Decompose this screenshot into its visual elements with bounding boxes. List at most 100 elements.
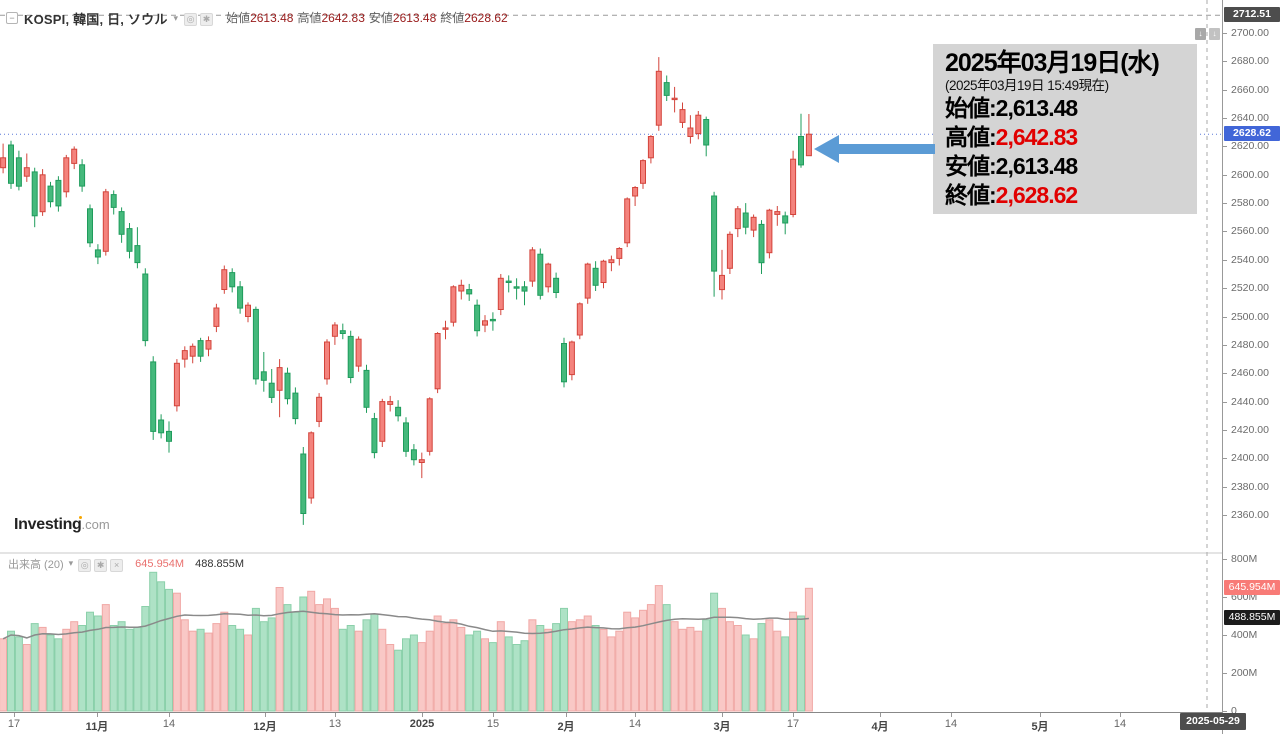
volume-axis-label: 0 (1231, 705, 1237, 717)
volume-bar (228, 625, 237, 712)
time-tick (422, 713, 423, 717)
time-axis-label: 17 (7, 718, 21, 730)
candle-body (679, 109, 686, 123)
volume-bar (354, 630, 363, 712)
candle-body (213, 307, 220, 327)
volume-bar (394, 649, 403, 712)
volume-bar (251, 607, 260, 712)
candle-body (379, 401, 386, 442)
volume-bar (639, 609, 647, 712)
price-axis-label: 2680.00 (1231, 55, 1269, 67)
volume-bar (30, 623, 39, 712)
collapse-icon[interactable]: − (6, 12, 18, 24)
candle-body (647, 136, 654, 159)
price-axis-label: 2640.00 (1231, 112, 1269, 124)
volume-bar (346, 625, 355, 712)
volume-bar (338, 628, 347, 712)
volume-bar (567, 621, 576, 712)
time-tick (566, 713, 567, 717)
volume-bar (283, 604, 292, 712)
volume-bar (54, 638, 63, 712)
chevron-down-icon[interactable]: ▾ (68, 558, 74, 568)
candle-body (632, 187, 639, 197)
candle-body (426, 398, 433, 452)
candle-body (505, 280, 512, 284)
time-tick (793, 713, 794, 717)
quote-date-title: 2025年03月19日(水) (945, 49, 1160, 77)
candle-body (584, 263, 591, 299)
time-tick (951, 713, 952, 717)
volume-bar (275, 587, 284, 712)
axis-tick (1223, 33, 1227, 34)
candle-body (205, 340, 212, 350)
quote-rows: 始値:2,613.48 高値:2,642.83 安値:2,613.48 終値:2,62… (945, 94, 1187, 210)
candle-body (173, 362, 180, 407)
candlestick-chart[interactable] (0, 0, 1222, 712)
volume-bar (670, 621, 679, 712)
time-axis-label: 2025 (409, 718, 435, 730)
candle-body (55, 179, 62, 207)
settings-icon[interactable]: ✱ (94, 558, 108, 572)
close-icon[interactable]: × (110, 558, 124, 572)
price-axis[interactable]: 2700.00 2680.00 2660.00 2640.00 2620.00 2600.… (1222, 0, 1280, 734)
volume-bar (259, 621, 268, 712)
symbol-title[interactable]: KOSPI, 韓国, 日, ソウル (24, 11, 168, 27)
volume-bar (449, 619, 458, 712)
volume-bar (654, 585, 663, 712)
candle-body (276, 367, 283, 391)
candle-body (79, 164, 86, 187)
volume-bar (552, 623, 561, 712)
volume-bar (781, 636, 790, 712)
axis-tick (1223, 345, 1227, 346)
eye-icon[interactable]: ◎ (78, 558, 92, 572)
volume-bar (583, 615, 592, 712)
volume-legend-icons: ◎ ✱ × (78, 555, 126, 573)
time-axis-label: 14 (1113, 718, 1127, 730)
volume-last-value: 645.954M (135, 557, 185, 570)
volume-bar (78, 625, 87, 712)
chevron-down-icon[interactable]: ▾ (173, 12, 179, 23)
candle-body (245, 304, 251, 318)
volume-bar (504, 636, 513, 712)
axis-tick (1223, 61, 1227, 62)
volume-bar (789, 611, 798, 712)
candle-body (434, 333, 441, 390)
jump-buttons: ↓ ↓ (1195, 28, 1220, 40)
candle-body (671, 97, 678, 101)
time-axis[interactable]: 17 11月 14 12月 13 2025 15 2月 14 3月 17 4月 14 5月 14 (0, 712, 1222, 734)
candle-body (102, 191, 109, 252)
candle-body (497, 277, 504, 310)
price-axis-label: 2540.00 (1231, 254, 1269, 266)
volume-bar (710, 592, 719, 712)
daily-quote-panel: 2025年03月19日(水) (2025年03月19日 15:49現在) 始値:… (933, 44, 1197, 214)
logo-text: Investing (14, 516, 82, 533)
axis-tick (1223, 430, 1227, 431)
volume-bar (188, 630, 197, 712)
candle-body (719, 274, 725, 291)
scroll-down-icon-2[interactable]: ↓ (1209, 28, 1220, 40)
time-axis-label: 14 (628, 718, 642, 730)
volume-axis-label: 800M (1231, 553, 1258, 565)
candle-body (363, 369, 370, 408)
volume-bar (607, 636, 616, 712)
time-tick (880, 713, 881, 717)
axis-tick (1223, 317, 1227, 318)
candle-body (15, 157, 22, 187)
eye-icon[interactable]: ◎ (184, 13, 198, 26)
scroll-down-icon[interactable]: ↓ (1195, 28, 1206, 40)
candle-body (94, 249, 101, 258)
volume-bar (733, 625, 742, 712)
candle-body (181, 350, 188, 360)
time-tick (14, 713, 15, 717)
volume-bar (378, 628, 387, 712)
candle-body (624, 198, 631, 244)
candle-body (592, 267, 599, 286)
candle-body (766, 209, 773, 254)
settings-icon[interactable]: ✱ (200, 13, 214, 26)
volume-bar (425, 630, 434, 712)
volume-label[interactable]: 出来高 (20) (8, 558, 64, 571)
high-price-badge: 2712.51 (1224, 7, 1280, 22)
axis-tick (1223, 260, 1227, 261)
candle-body (126, 228, 133, 252)
volume-bar (544, 628, 553, 712)
